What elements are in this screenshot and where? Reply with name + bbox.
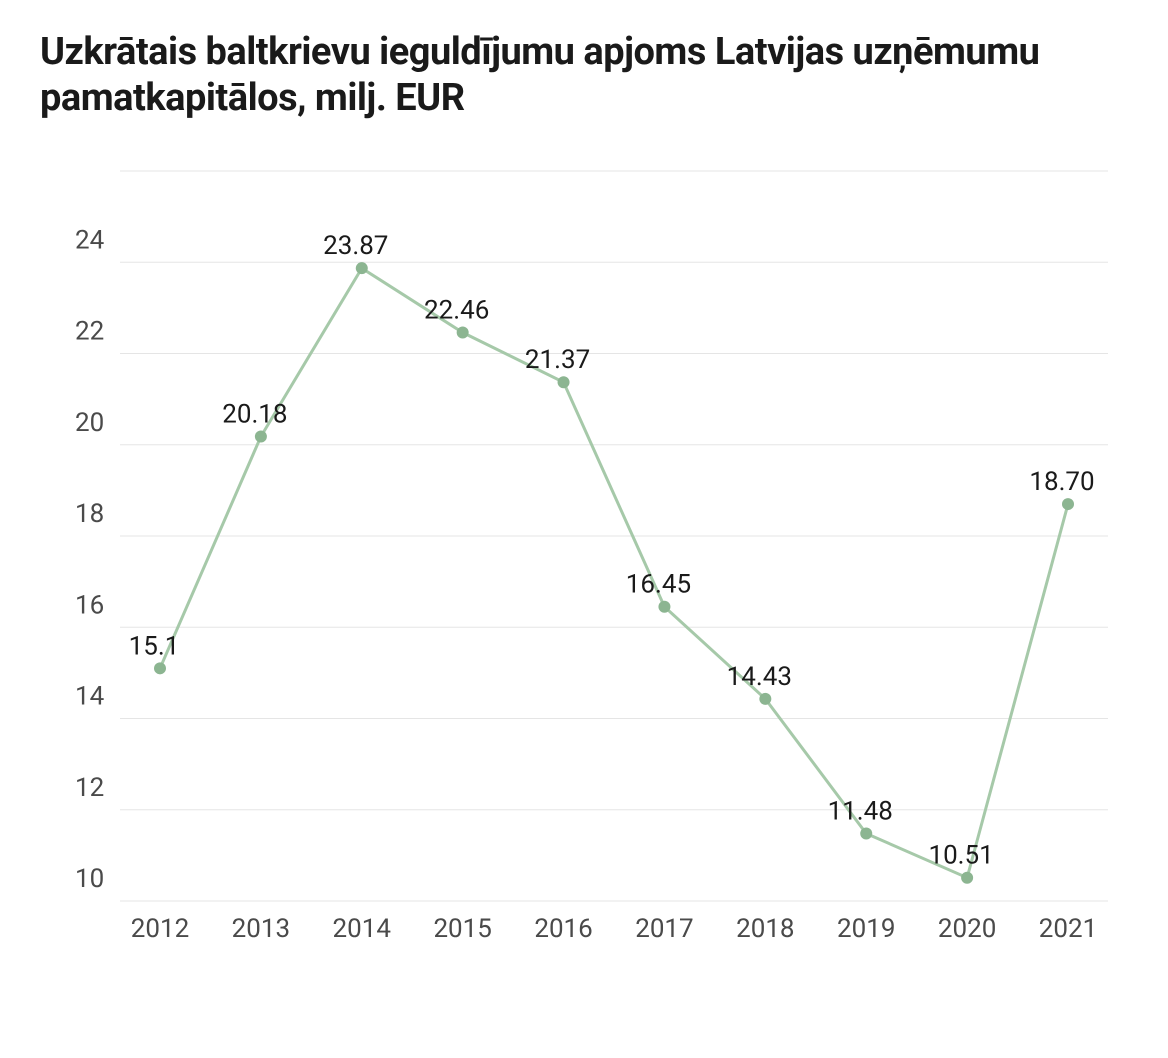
data-label: 18.70	[1029, 467, 1094, 497]
x-tick-label: 2013	[232, 914, 290, 944]
x-tick-label: 2015	[433, 914, 491, 944]
x-tick-label: 2016	[534, 914, 592, 944]
data-point	[961, 872, 973, 884]
chart-plot: 10 12 14 16 18 20 22 24 26 2012 2013 2014 2015 2016 20…	[40, 161, 1128, 961]
chart-title: Uzkrātais baltkrievu ieguldījumu apjoms …	[40, 30, 1128, 121]
data-point	[658, 601, 670, 613]
data-point	[356, 262, 368, 274]
x-tick-label: 2021	[1039, 914, 1097, 944]
data-point	[860, 828, 872, 840]
data-label: 22.46	[424, 296, 489, 326]
y-tick-label: 22	[75, 317, 104, 347]
data-label: 16.45	[626, 570, 691, 600]
series-line	[160, 268, 1068, 878]
data-point	[154, 663, 166, 675]
data-label: 15.1	[129, 632, 180, 662]
data-point	[759, 693, 771, 705]
y-tick-label: 16	[75, 590, 104, 620]
chart-svg: 10 12 14 16 18 20 22 24 26 2012 2013 2014 2015 2016 20…	[40, 161, 1128, 961]
y-tick-label: 18	[75, 499, 104, 529]
x-tick-label: 2012	[131, 914, 189, 944]
y-tick-label: 12	[75, 773, 104, 803]
data-label: 20.18	[222, 400, 287, 430]
data-label: 21.37	[525, 345, 590, 375]
x-tick-label: 2020	[938, 914, 996, 944]
data-label: 10.51	[928, 841, 993, 871]
x-tick-label: 2018	[736, 914, 794, 944]
y-tick-label: 24	[75, 225, 105, 255]
y-tick-label: 10	[75, 864, 104, 894]
y-tick-label: 14	[75, 682, 105, 712]
data-point	[1062, 498, 1074, 510]
data-label: 23.87	[323, 231, 388, 261]
x-tick-label: 2019	[837, 914, 895, 944]
chart-container: Uzkrātais baltkrievu ieguldījumu apjoms …	[0, 0, 1168, 1058]
x-tick-label: 2017	[635, 914, 693, 944]
x-tick-label: 2014	[333, 914, 392, 944]
y-tick-label: 26	[75, 161, 104, 164]
data-point	[558, 376, 570, 388]
data-point	[255, 431, 267, 443]
y-tick-label: 20	[75, 408, 104, 438]
data-point	[457, 327, 469, 339]
data-label: 11.48	[828, 797, 893, 827]
data-label: 14.43	[727, 662, 792, 692]
